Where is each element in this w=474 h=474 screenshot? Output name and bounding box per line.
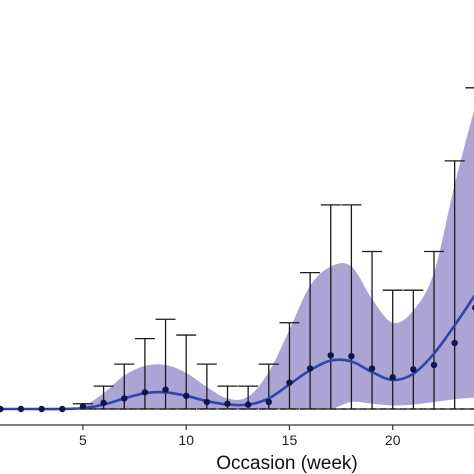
data-point <box>183 392 190 399</box>
data-point <box>79 403 87 410</box>
data-point <box>162 386 169 393</box>
error-bar <box>362 250 383 410</box>
error-bar <box>300 271 321 410</box>
data-point <box>203 398 211 406</box>
data-point <box>0 405 4 413</box>
x-tick-label: 5 <box>79 432 87 448</box>
data-point <box>141 389 149 396</box>
error-bar <box>403 289 424 410</box>
data-point <box>100 399 107 407</box>
data-point <box>17 405 25 413</box>
data-point <box>368 365 376 372</box>
data-point <box>306 365 314 372</box>
data-point <box>410 366 417 373</box>
error-bar <box>341 204 362 410</box>
confidence-band <box>0 110 474 410</box>
x-tick-label: 10 <box>178 432 194 448</box>
x-tick-label: 20 <box>385 432 401 448</box>
data-point <box>348 353 355 360</box>
data-point <box>327 352 334 359</box>
data-point <box>451 339 458 347</box>
data-point <box>38 405 45 413</box>
data-point <box>244 401 252 408</box>
error-bar <box>465 87 474 410</box>
data-point <box>224 400 231 407</box>
data-point <box>121 395 128 402</box>
data-point <box>59 405 66 413</box>
data-point <box>430 361 438 369</box>
error-bar <box>279 322 300 410</box>
data-point <box>389 374 396 381</box>
error-bar <box>134 337 155 410</box>
error-bar <box>424 250 444 410</box>
x-tick-label: 15 <box>282 432 298 448</box>
data-point <box>265 398 272 406</box>
data-point <box>286 379 293 386</box>
error-bar <box>320 204 341 410</box>
x-axis-title: Occasion (week) <box>216 453 358 474</box>
error-bar <box>382 289 403 410</box>
error-bar <box>444 160 465 410</box>
error-bar <box>155 318 176 410</box>
